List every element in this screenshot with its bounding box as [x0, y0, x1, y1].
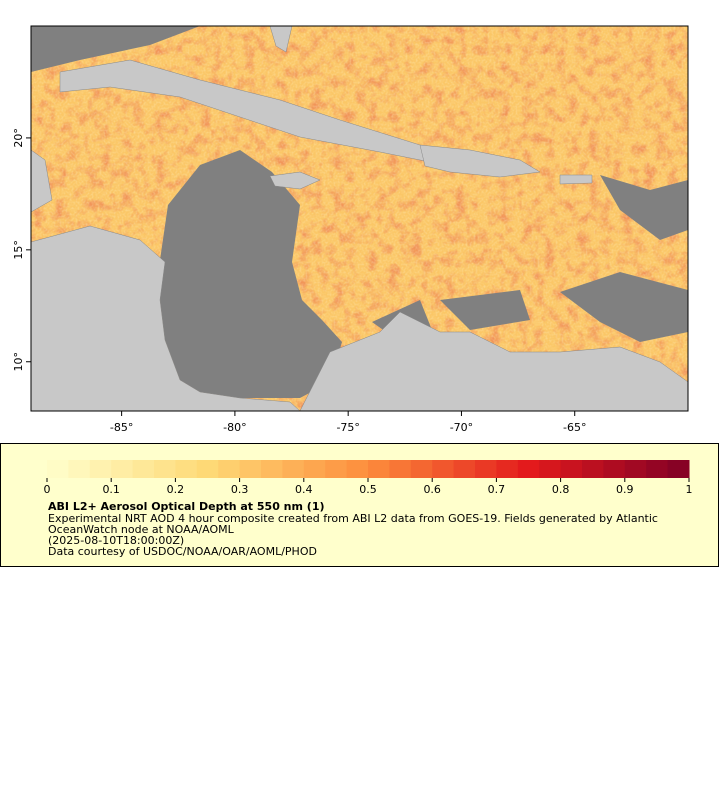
colorbar-step [517, 460, 540, 478]
map-image [31, 26, 688, 411]
colorbar-step [496, 460, 519, 478]
colorbar-step [218, 460, 241, 478]
colorbar-step [453, 460, 476, 478]
colorbar-step [239, 460, 262, 478]
colorbar-step [196, 460, 219, 478]
colorbar-tick-label: 0.6 [423, 483, 441, 496]
colorbar-tick-label: 0.7 [488, 483, 506, 496]
colorbar-tick-label: 0.9 [616, 483, 634, 496]
colorbar-tick-label: 0.3 [231, 483, 249, 496]
colorbar-step [646, 460, 669, 478]
colorbar-step [582, 460, 604, 478]
legend-line: (2025-08-10T18:00:00Z) [48, 534, 184, 547]
lon-tick-label: -70° [450, 421, 473, 434]
colorbar-step [325, 460, 348, 478]
lat-tick-label: 20° [12, 128, 25, 148]
colorbar-step [282, 460, 305, 478]
colorbar-tick-label: 0.1 [102, 483, 120, 496]
colorbar-step [89, 460, 112, 478]
colorbar-tick-label: 0.5 [359, 483, 377, 496]
colorbar-step [560, 460, 583, 478]
colorbar-step [261, 460, 283, 478]
colorbar-tick-label: 0.8 [552, 483, 570, 496]
colorbar-step [175, 460, 198, 478]
colorbar-step [539, 460, 562, 478]
colorbar-step [303, 460, 326, 478]
colorbar-step [47, 460, 69, 478]
colorbar-tick-label: 0 [44, 483, 51, 496]
colorbar-step [132, 460, 155, 478]
legend-title: ABI L2+ Aerosol Optical Depth at 550 nm … [48, 500, 325, 513]
colorbar-step [410, 460, 433, 478]
colorbar-step [346, 460, 369, 478]
colorbar-step [68, 460, 91, 478]
colorbar-step [432, 460, 455, 478]
colorbar-step [368, 460, 390, 478]
colorbar-step [667, 460, 690, 478]
colorbar-tick-label: 1 [686, 483, 693, 496]
lon-tick-label: -65° [563, 421, 586, 434]
lon-tick-label: -85° [110, 421, 133, 434]
colorbar-step [603, 460, 626, 478]
colorbar-tick-label: 0.2 [167, 483, 185, 496]
legend-line: Experimental NRT AOD 4 hour composite cr… [48, 512, 658, 525]
lat-tick-label: 15° [12, 240, 25, 260]
colorbar-step [624, 460, 647, 478]
colorbar-step [389, 460, 412, 478]
map-frame [30, 25, 689, 412]
legend-line: Data courtesy of USDOC/NOAA/OAR/AOML/PHO… [48, 545, 317, 558]
colorbar-step [475, 460, 497, 478]
colorbar-step [111, 460, 134, 478]
lon-tick-label: -80° [223, 421, 246, 434]
colorbar-tick-label: 0.4 [295, 483, 313, 496]
colorbar-step [154, 460, 176, 478]
legend-line: OceanWatch node at NOAA/AOML [48, 523, 235, 536]
lat-tick-label: 10° [12, 352, 25, 372]
lon-tick-label: -75° [336, 421, 359, 434]
